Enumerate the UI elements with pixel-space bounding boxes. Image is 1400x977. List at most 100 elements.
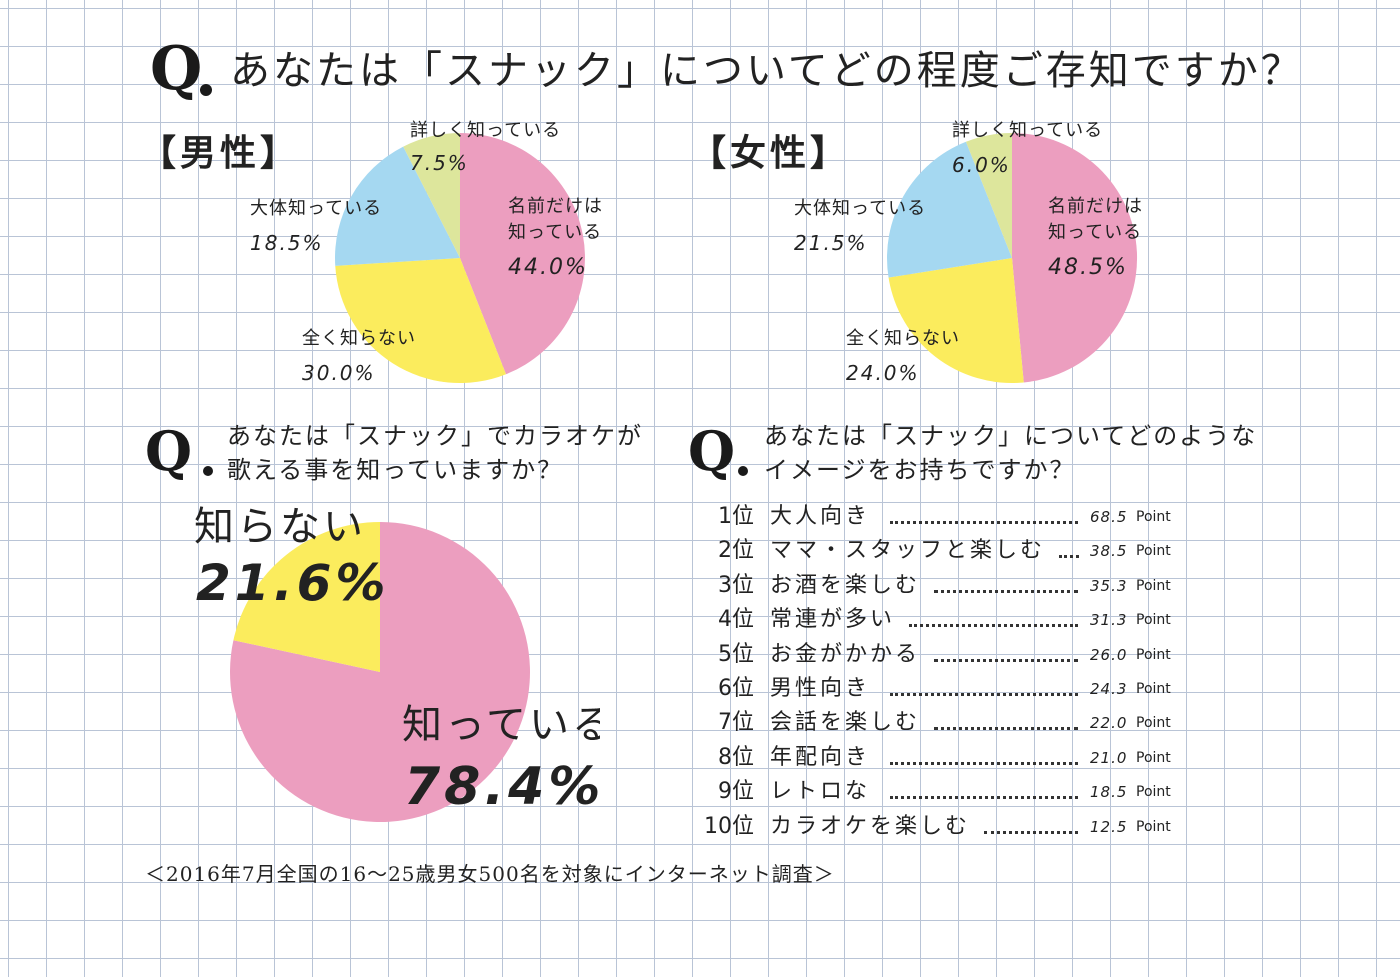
male-value-roughly: 18.5% [250,231,324,255]
karaoke-pie-section: 知らない 21.6% 知っている 78.4% [180,500,600,840]
ranking-row: 3位 お酒を楽しむ 35.3 Point [690,569,1190,603]
female-value-name: 48.5% [1048,255,1128,280]
female-title: 【女性】 [690,133,851,174]
karaoke-value-yes: 78.4% [404,757,600,817]
rank-number: 6位 [718,676,754,701]
rank-number: 8位 [718,744,754,770]
rank-unit: Point [1136,509,1171,525]
ranking-row: 2位 ママ・スタッフと楽しむ 38.5 Point [690,534,1190,568]
male-pie-slices [335,133,585,383]
footnote: ＜2016年7月全国の16～25歳男女500名を対象にインターネット調査＞ [145,862,835,886]
karaoke-pie-chart: 知らない 21.6% 知っている 78.4% [194,504,600,823]
rank-label: お酒を楽しむ [770,572,921,598]
rank-label: 会話を楽しむ [770,710,921,736]
main-question: Q あなたは「スナック」についてどの程度ご存知ですか？ [150,34,1301,114]
female-slice-2 [887,141,1012,278]
female-pie-section: 【女性】 詳しく知っている 6.0% 名前だけは 知っている 48.5% 大体知… [690,118,1210,398]
rank-unit: Point [1136,818,1171,835]
rank-value: 21.0 [1090,748,1128,767]
rank-unit: Point [1136,612,1171,629]
rank-leader-dots [909,624,1078,628]
female-value-none: 24.0% [846,361,920,385]
male-slice-1 [335,258,507,383]
ranking-row: 10位 カラオケを楽しむ 12.5 Point [690,810,1190,844]
male-value-detail: 7.5% [410,151,469,175]
rank-number: 9位 [718,779,754,805]
image-question-line1: あなたは「スナック」についてどのような [764,422,1258,450]
female-label-none: 全く知らない [846,328,960,349]
rank-leader-dots [934,658,1078,662]
rank-label: 年配向き [770,744,871,770]
rank-value: 18.5 [1090,783,1128,802]
male-label-roughly: 大体知っている [250,198,382,219]
karaoke-slice-0 [230,522,531,823]
male-pie-chart: 詳しく知っている 7.5% 名前だけは 知っている 44.0% 大体知っている … [250,120,603,385]
rank-value: 38.5 [1090,542,1128,561]
rank-value: 35.3 [1090,576,1128,595]
q-dot [203,466,213,476]
ranking-row: 1位 大人向き 68.5 Point [690,500,1190,534]
karaoke-question: Q あなたは「スナック」でカラオケが 歌える事を知っていますか？ [145,418,665,498]
q-mark: Q [145,419,193,483]
image-question: Q あなたは「スナック」についてどのような イメージをお持ちですか？ [688,418,1288,498]
ranking-list: 1位 大人向き 68.5 Point 2位 ママ・スタッフと楽しむ 38.5 Point 3位お… [690,500,1210,845]
female-value-roughly: 21.5% [794,231,868,255]
rank-leader-dots [890,693,1078,696]
rank-value: 24.3 [1090,680,1128,698]
male-slice-3 [403,133,460,258]
rank-unit: Point [1136,681,1171,697]
rank-label: カラオケを楽しむ [770,813,971,839]
rank-label: 男性向き [770,676,871,701]
main-question-text: あなたは「スナック」についてどの程度ご存知ですか？ [230,48,1304,94]
rank-value: 12.5 [1090,817,1128,836]
rank-leader-dots [984,830,1078,834]
male-value-none: 30.0% [302,361,376,385]
male-value-name: 44.0% [508,255,588,280]
q-mark: Q [150,34,203,104]
male-slice-2 [335,146,460,266]
rank-number: 7位 [718,710,754,736]
male-label-name-l1: 名前だけは [508,196,603,217]
male-slice-0 [460,133,585,375]
q-dot [200,84,212,96]
rank-label: 大人向き [770,504,871,529]
rank-value: 26.0 [1090,645,1128,664]
male-label-name-l2: 知っている [508,222,602,243]
karaoke-label-yes: 知っている [402,702,600,748]
image-question-line2: イメージをお持ちですか？ [764,456,1076,484]
ranking-row: 9位 レトロな 18.5 Point [690,775,1190,809]
female-slice-0 [1012,132,1138,383]
rank-number: 1位 [718,504,754,529]
male-pie-section: 【男性】 詳しく知っている 7.5% 名前だけは 知っている 44.0% 大体知… [140,118,660,398]
q-dot [738,466,748,476]
rank-unit: Point [1136,543,1171,560]
rank-number: 4位 [718,607,754,633]
male-label-none: 全く知らない [302,328,416,349]
ranking-row: 5位 お金がかかる 26.0 Point [690,638,1190,672]
rank-label: お金がかかる [770,641,921,667]
rank-number: 5位 [718,641,754,667]
female-label-name-l1: 名前だけは [1048,196,1143,217]
rank-leader-dots [934,727,1078,731]
ranking-row: 8位 年配向き 21.0 Point [690,741,1190,775]
karaoke-label-no: 知らない [194,504,366,550]
female-slice-1 [888,258,1024,384]
karaoke-pie-slices [230,522,531,823]
rank-unit: Point [1136,646,1171,663]
rank-number: 10位 [704,813,754,839]
rank-unit: Point [1136,749,1171,766]
rank-unit: Point [1136,784,1171,801]
male-title: 【男性】 [140,133,301,174]
rank-number: 2位 [718,538,754,564]
rank-leader-dots [934,589,1078,593]
female-label-name-l2: 知っている [1048,222,1142,243]
rank-leader-dots [1059,555,1080,559]
rank-number: 3位 [718,572,754,598]
male-label-detail: 詳しく知っている [410,120,561,141]
female-pie-slices [887,132,1138,384]
rank-leader-dots [890,521,1078,524]
ranking-row: 7位 会話を楽しむ 22.0 Point [690,706,1190,740]
rank-unit: Point [1136,715,1171,732]
ranking-row: 4位 常連が多い 31.3 Point [690,603,1190,637]
female-label-roughly: 大体知っている [794,198,926,219]
